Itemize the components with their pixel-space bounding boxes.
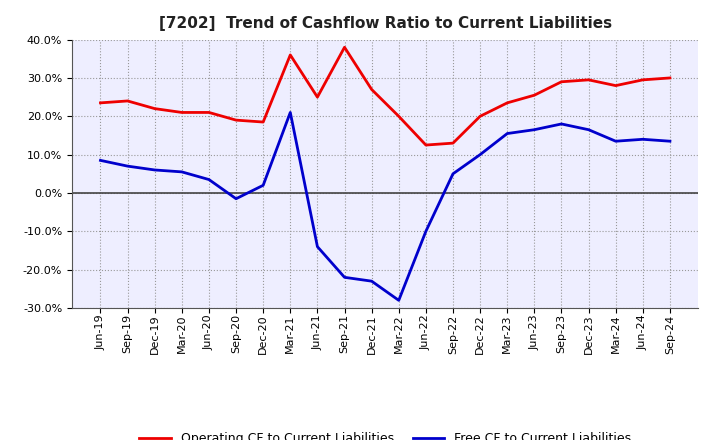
Free CF to Current Liabilities: [503, 131, 511, 136]
Operating CF to Current Liabilities: [204, 110, 213, 115]
Operating CF to Current Liabilities: [639, 77, 647, 82]
Operating CF to Current Liabilities: [178, 110, 186, 115]
Legend: Operating CF to Current Liabilities, Free CF to Current Liabilities: Operating CF to Current Liabilities, Fre…: [135, 427, 636, 440]
Free CF to Current Liabilities: [449, 171, 457, 176]
Operating CF to Current Liabilities: [96, 100, 105, 106]
Free CF to Current Liabilities: [530, 127, 539, 132]
Operating CF to Current Liabilities: [395, 114, 403, 119]
Operating CF to Current Liabilities: [503, 100, 511, 106]
Operating CF to Current Liabilities: [449, 140, 457, 146]
Operating CF to Current Liabilities: [341, 44, 349, 50]
Free CF to Current Liabilities: [665, 139, 674, 144]
Operating CF to Current Liabilities: [611, 83, 620, 88]
Title: [7202]  Trend of Cashflow Ratio to Current Liabilities: [7202] Trend of Cashflow Ratio to Curren…: [158, 16, 612, 32]
Operating CF to Current Liabilities: [421, 143, 430, 148]
Operating CF to Current Liabilities: [259, 119, 268, 125]
Free CF to Current Liabilities: [557, 121, 566, 127]
Free CF to Current Liabilities: [341, 275, 349, 280]
Free CF to Current Liabilities: [286, 110, 294, 115]
Free CF to Current Liabilities: [367, 279, 376, 284]
Operating CF to Current Liabilities: [123, 98, 132, 103]
Free CF to Current Liabilities: [313, 244, 322, 249]
Free CF to Current Liabilities: [476, 152, 485, 157]
Free CF to Current Liabilities: [123, 164, 132, 169]
Operating CF to Current Liabilities: [313, 95, 322, 100]
Operating CF to Current Liabilities: [286, 52, 294, 58]
Free CF to Current Liabilities: [178, 169, 186, 175]
Free CF to Current Liabilities: [584, 127, 593, 132]
Operating CF to Current Liabilities: [367, 87, 376, 92]
Free CF to Current Liabilities: [395, 298, 403, 303]
Line: Free CF to Current Liabilities: Free CF to Current Liabilities: [101, 113, 670, 301]
Operating CF to Current Liabilities: [232, 117, 240, 123]
Free CF to Current Liabilities: [421, 229, 430, 234]
Free CF to Current Liabilities: [204, 177, 213, 182]
Operating CF to Current Liabilities: [476, 114, 485, 119]
Free CF to Current Liabilities: [259, 183, 268, 188]
Line: Operating CF to Current Liabilities: Operating CF to Current Liabilities: [101, 47, 670, 145]
Free CF to Current Liabilities: [150, 167, 159, 172]
Free CF to Current Liabilities: [611, 139, 620, 144]
Free CF to Current Liabilities: [639, 137, 647, 142]
Free CF to Current Liabilities: [232, 196, 240, 202]
Operating CF to Current Liabilities: [150, 106, 159, 111]
Operating CF to Current Liabilities: [530, 92, 539, 98]
Operating CF to Current Liabilities: [584, 77, 593, 82]
Operating CF to Current Liabilities: [557, 79, 566, 84]
Operating CF to Current Liabilities: [665, 75, 674, 81]
Free CF to Current Liabilities: [96, 158, 105, 163]
